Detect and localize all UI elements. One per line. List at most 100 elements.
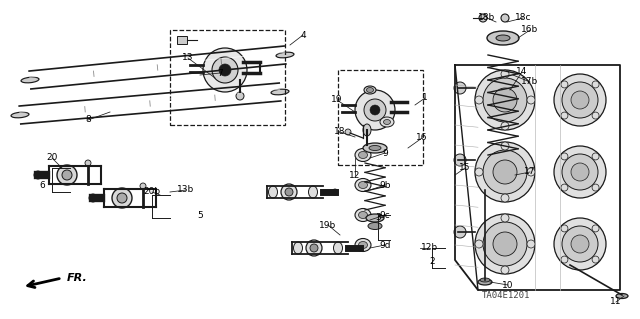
Circle shape bbox=[112, 188, 132, 208]
Ellipse shape bbox=[358, 211, 367, 219]
Text: 9c: 9c bbox=[380, 211, 390, 219]
Circle shape bbox=[454, 154, 466, 166]
Circle shape bbox=[475, 240, 483, 248]
Text: 16b: 16b bbox=[522, 26, 539, 34]
Ellipse shape bbox=[11, 112, 29, 118]
Circle shape bbox=[571, 235, 589, 253]
Ellipse shape bbox=[364, 86, 376, 94]
Circle shape bbox=[571, 163, 589, 181]
Circle shape bbox=[85, 160, 91, 166]
Circle shape bbox=[493, 88, 517, 112]
Circle shape bbox=[561, 184, 568, 191]
Text: 5: 5 bbox=[197, 211, 203, 219]
Text: 8: 8 bbox=[85, 115, 91, 124]
Circle shape bbox=[483, 78, 527, 122]
Circle shape bbox=[454, 226, 466, 238]
Circle shape bbox=[454, 82, 466, 94]
Ellipse shape bbox=[294, 242, 303, 254]
Circle shape bbox=[493, 160, 517, 184]
Text: 18: 18 bbox=[334, 128, 346, 137]
Text: 20b: 20b bbox=[143, 188, 161, 197]
Circle shape bbox=[62, 170, 72, 180]
Circle shape bbox=[345, 129, 351, 135]
Ellipse shape bbox=[355, 149, 371, 161]
Circle shape bbox=[592, 225, 599, 232]
Ellipse shape bbox=[358, 241, 367, 249]
Circle shape bbox=[554, 74, 606, 126]
Ellipse shape bbox=[363, 143, 387, 153]
Circle shape bbox=[501, 122, 509, 130]
Circle shape bbox=[592, 153, 599, 160]
Circle shape bbox=[479, 14, 487, 22]
Circle shape bbox=[89, 194, 97, 202]
Text: 16: 16 bbox=[416, 133, 428, 143]
Circle shape bbox=[562, 82, 598, 118]
Bar bbox=[177, 36, 187, 44]
Circle shape bbox=[554, 218, 606, 270]
Circle shape bbox=[475, 168, 483, 176]
Text: 9b: 9b bbox=[380, 181, 391, 189]
Ellipse shape bbox=[308, 186, 317, 198]
Circle shape bbox=[140, 183, 146, 189]
Circle shape bbox=[592, 81, 599, 88]
Ellipse shape bbox=[269, 186, 278, 198]
Ellipse shape bbox=[367, 87, 374, 93]
Ellipse shape bbox=[491, 162, 515, 172]
Text: 9d: 9d bbox=[380, 241, 391, 249]
Ellipse shape bbox=[480, 278, 490, 282]
Circle shape bbox=[219, 64, 231, 76]
Circle shape bbox=[562, 154, 598, 190]
Circle shape bbox=[561, 256, 568, 263]
Circle shape bbox=[332, 189, 338, 195]
Circle shape bbox=[117, 193, 127, 203]
Ellipse shape bbox=[358, 182, 367, 189]
Ellipse shape bbox=[358, 152, 367, 159]
Ellipse shape bbox=[271, 89, 289, 95]
Circle shape bbox=[592, 184, 599, 191]
Ellipse shape bbox=[496, 35, 510, 41]
Text: 12: 12 bbox=[349, 170, 361, 180]
Ellipse shape bbox=[355, 239, 371, 251]
Text: 14: 14 bbox=[516, 68, 528, 77]
Circle shape bbox=[592, 256, 599, 263]
Ellipse shape bbox=[355, 179, 371, 191]
Circle shape bbox=[357, 245, 363, 251]
Ellipse shape bbox=[383, 120, 390, 124]
Text: 20: 20 bbox=[46, 153, 58, 162]
Circle shape bbox=[562, 226, 598, 262]
Text: 18b: 18b bbox=[478, 13, 495, 23]
Text: 19: 19 bbox=[332, 95, 343, 105]
Circle shape bbox=[501, 266, 509, 274]
Circle shape bbox=[501, 14, 509, 22]
Text: 10: 10 bbox=[502, 280, 514, 290]
Circle shape bbox=[501, 194, 509, 202]
Circle shape bbox=[561, 112, 568, 119]
Ellipse shape bbox=[369, 145, 381, 151]
Circle shape bbox=[306, 240, 322, 256]
Text: 17: 17 bbox=[524, 167, 536, 176]
Bar bbox=[170, 30, 285, 125]
Circle shape bbox=[236, 92, 244, 100]
Text: 15: 15 bbox=[460, 164, 471, 173]
Text: 13b: 13b bbox=[177, 186, 195, 195]
Text: TA04E1201: TA04E1201 bbox=[482, 291, 531, 300]
Circle shape bbox=[527, 96, 535, 104]
Ellipse shape bbox=[478, 279, 492, 285]
Text: 18c: 18c bbox=[515, 13, 531, 23]
Circle shape bbox=[561, 81, 568, 88]
Text: 11: 11 bbox=[611, 298, 621, 307]
Text: 4: 4 bbox=[300, 31, 306, 40]
Circle shape bbox=[571, 91, 589, 109]
Text: 2: 2 bbox=[429, 257, 435, 266]
Circle shape bbox=[501, 70, 509, 78]
Circle shape bbox=[527, 240, 535, 248]
Ellipse shape bbox=[366, 214, 384, 222]
Circle shape bbox=[475, 70, 535, 130]
Ellipse shape bbox=[494, 173, 512, 181]
Circle shape bbox=[475, 96, 483, 104]
Circle shape bbox=[310, 244, 318, 252]
Ellipse shape bbox=[616, 293, 628, 299]
Text: 12b: 12b bbox=[421, 243, 438, 253]
Text: 6: 6 bbox=[39, 181, 45, 189]
Ellipse shape bbox=[276, 52, 294, 58]
